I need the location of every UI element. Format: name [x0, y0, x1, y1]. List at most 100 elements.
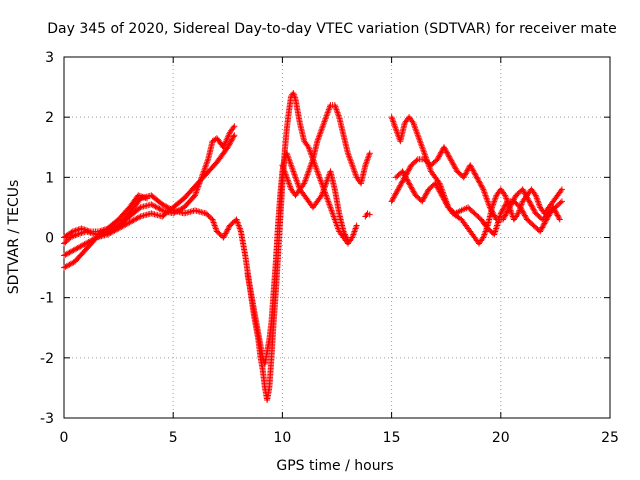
data-point: [216, 137, 218, 140]
data-point: [235, 218, 238, 221]
data-point: [545, 218, 548, 221]
data-point: [495, 194, 498, 197]
x-axis-label: GPS time / hours: [276, 458, 393, 474]
data-point: [347, 152, 349, 155]
data-point: [272, 290, 275, 293]
data-point: [342, 134, 345, 137]
data-point: [515, 194, 517, 197]
data-point: [486, 227, 489, 230]
data-point: [329, 104, 332, 106]
data-point: [266, 351, 268, 353]
chart-title: Day 345 of 2020, Sidereal Day-to-day VTE…: [47, 21, 617, 37]
data-point: [207, 158, 209, 161]
data-point: [517, 212, 520, 215]
data-point: [412, 122, 415, 124]
data-point: [246, 272, 249, 275]
data-point: [261, 357, 264, 359]
data-point: [161, 215, 164, 218]
data-point: [469, 230, 472, 233]
data-point: [117, 224, 120, 227]
data-point: [255, 320, 257, 323]
data-point: [264, 363, 266, 365]
x-tick-label: 25: [601, 430, 619, 446]
y-tick-label: 0: [45, 231, 54, 247]
data-point: [355, 224, 358, 227]
data-point: [294, 194, 297, 197]
data-point: [482, 236, 485, 239]
data-point: [277, 224, 279, 227]
data-point: [244, 254, 247, 257]
data-point: [454, 212, 456, 215]
data-point: [473, 236, 476, 239]
data-point: [417, 158, 419, 161]
data-point: [281, 164, 284, 167]
data-point: [150, 203, 153, 206]
data-point: [334, 104, 336, 106]
data-point: [403, 122, 406, 124]
data-point: [368, 152, 371, 155]
data-point: [139, 215, 142, 218]
series-track-9: [388, 114, 565, 247]
data-point: [543, 212, 546, 215]
series-track-4: [61, 192, 150, 241]
data-point: [69, 236, 72, 239]
data-point: [347, 239, 349, 242]
data-point: [268, 338, 271, 341]
data-point: [508, 206, 511, 209]
data-point: [296, 110, 299, 112]
data-point: [194, 194, 196, 197]
data-point: [519, 206, 522, 209]
data-point: [408, 116, 410, 118]
data-point: [294, 176, 297, 179]
data-point: [430, 170, 432, 173]
data-point: [279, 194, 282, 197]
data-point: [338, 230, 340, 233]
data-point: [194, 185, 196, 188]
data-point: [63, 254, 65, 257]
y-tick-label: -2: [40, 351, 54, 367]
data-point: [290, 188, 292, 191]
data-point: [410, 164, 413, 167]
data-point: [259, 345, 262, 347]
y-tick-label: 3: [45, 50, 54, 66]
data-point: [366, 212, 369, 215]
data-point: [266, 399, 268, 401]
series-track-7: [279, 102, 373, 199]
data-point: [489, 206, 491, 209]
data-point: [229, 224, 231, 227]
y-tick-label: 2: [45, 110, 54, 126]
data-point: [303, 140, 306, 143]
data-point: [270, 320, 273, 323]
x-tick-label: 0: [60, 430, 69, 446]
data-point: [436, 158, 439, 161]
data-point: [395, 128, 397, 130]
data-point: [530, 188, 533, 191]
data-point: [558, 218, 561, 221]
data-point: [233, 134, 236, 137]
data-point: [71, 230, 74, 233]
data-point: [161, 203, 164, 206]
data-point: [552, 200, 555, 203]
data-point: [106, 227, 109, 230]
data-point: [513, 200, 515, 203]
data-point: [325, 194, 327, 197]
data-point: [63, 236, 65, 239]
x-tick-label: 20: [492, 430, 510, 446]
data-point: [216, 161, 218, 164]
data-point: [264, 387, 266, 389]
data-point: [449, 158, 452, 161]
x-tick-label: 5: [169, 430, 178, 446]
data-point: [548, 206, 550, 209]
data-point: [417, 134, 419, 137]
data-point: [307, 200, 310, 203]
data-point: [504, 194, 506, 197]
data-point: [205, 212, 207, 215]
data-point: [447, 206, 450, 209]
data-point: [334, 188, 336, 191]
data-point: [194, 209, 196, 212]
data-point: [303, 182, 306, 185]
y-tick-label: -1: [40, 291, 54, 307]
data-point: [473, 212, 476, 215]
data-point: [556, 194, 559, 197]
data-point: [268, 387, 271, 389]
